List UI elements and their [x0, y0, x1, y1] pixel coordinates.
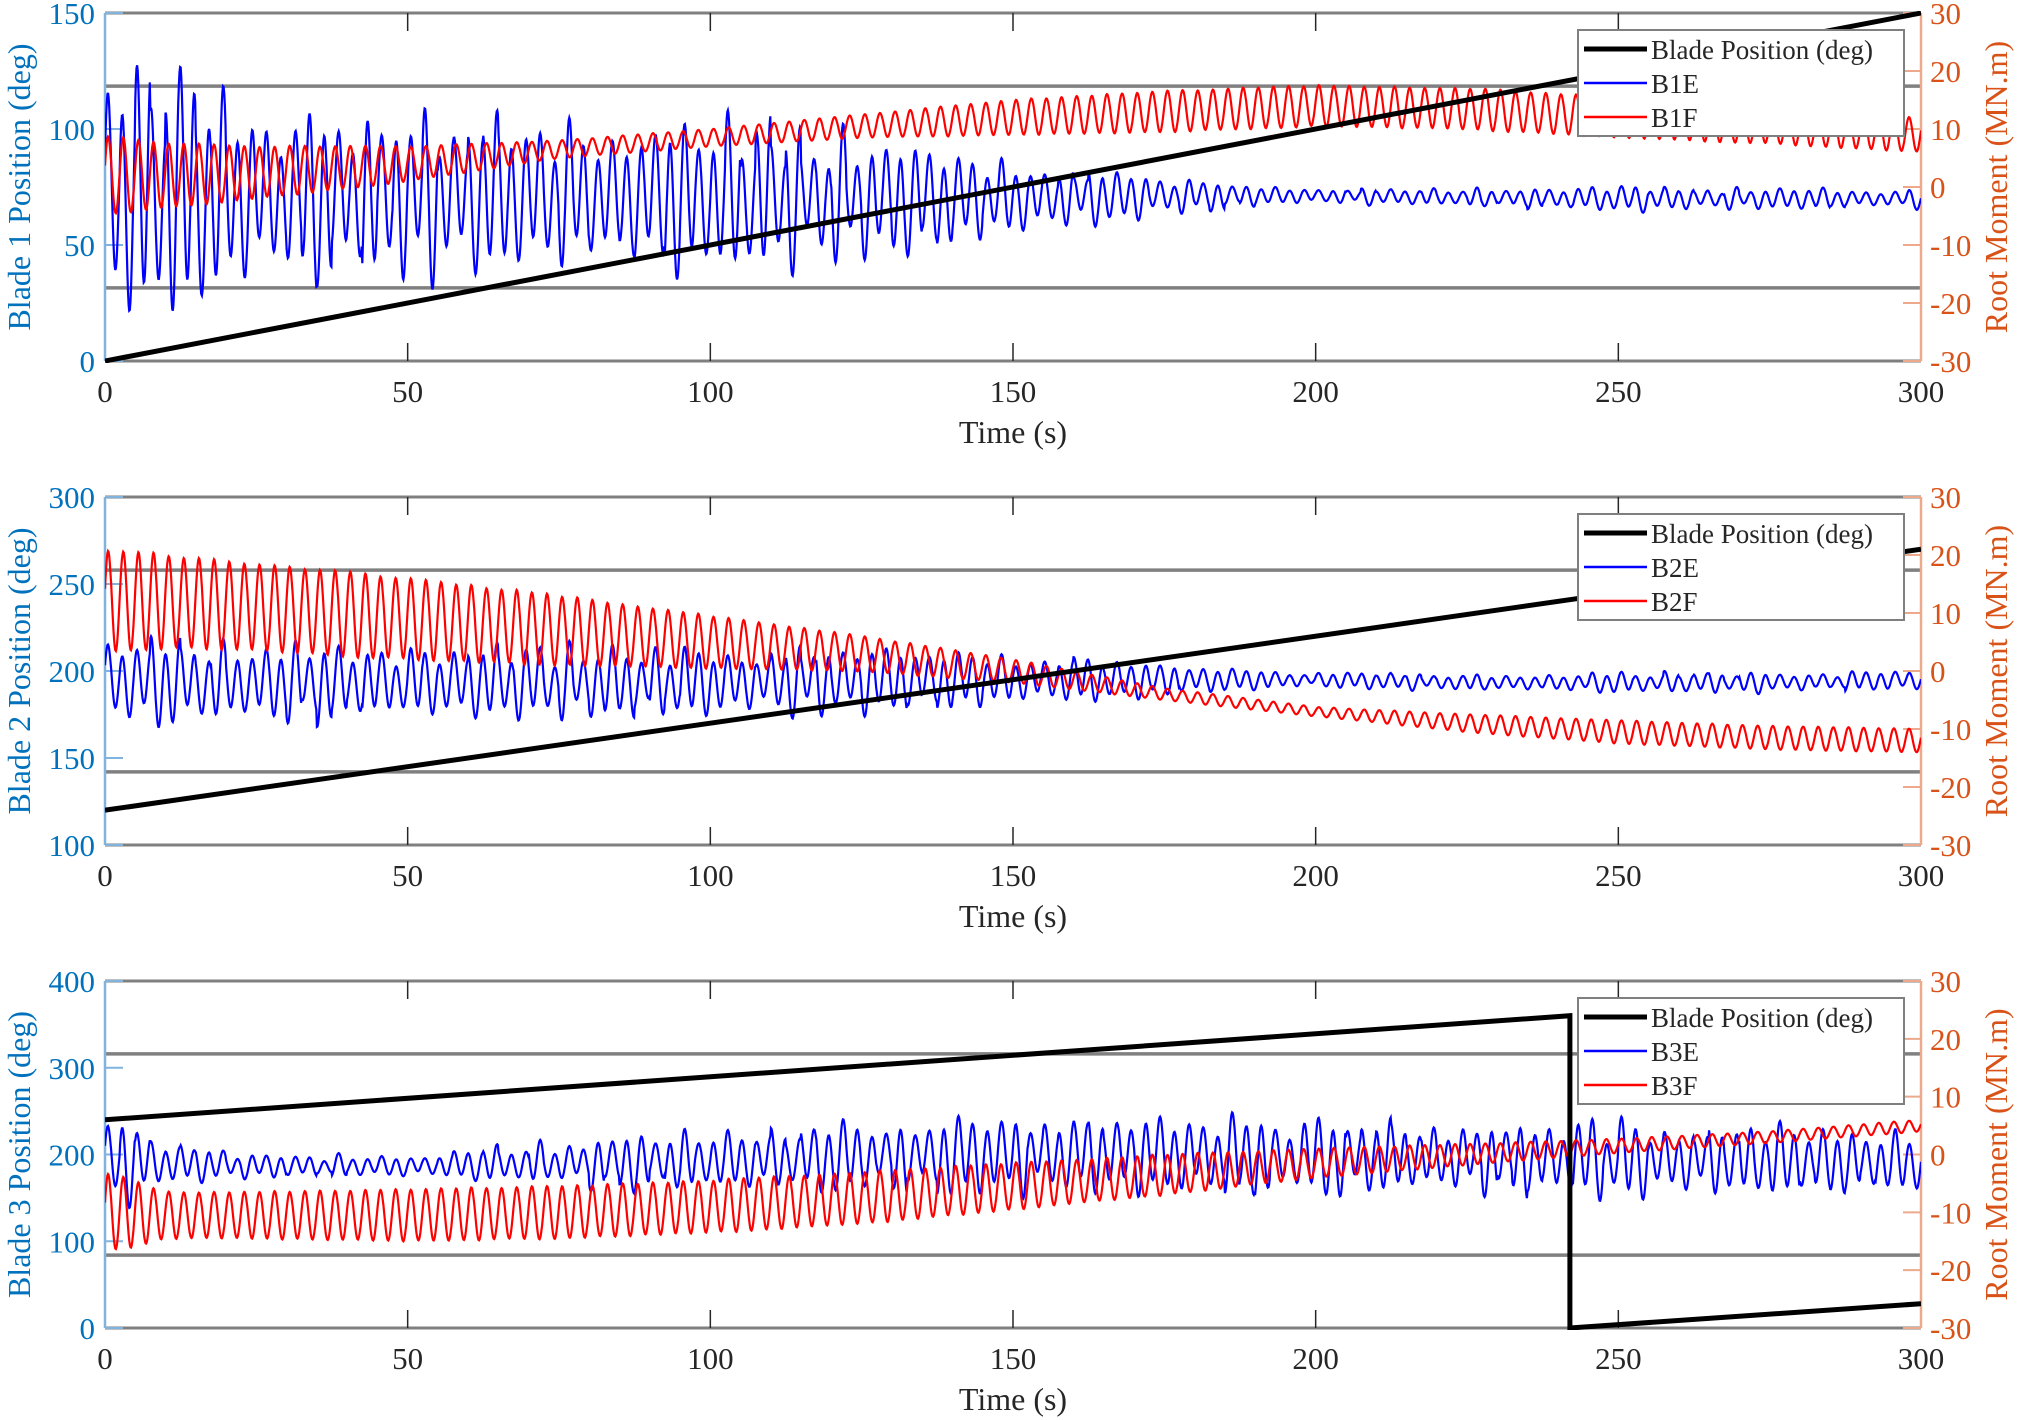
series-line-edge-moment [105, 633, 1921, 729]
x-tick-label: 200 [1292, 858, 1339, 893]
x-tick-label: 0 [97, 1341, 113, 1376]
x-tick-label: 150 [990, 858, 1037, 893]
legend-entry: Blade Position (deg) [1651, 35, 1873, 65]
x-tick-label: 50 [392, 1341, 423, 1376]
x-tick-label: 100 [687, 858, 734, 893]
x-tick-label: 50 [392, 374, 423, 409]
x-tick-label: 0 [97, 374, 113, 409]
right-y-tick-label: 0 [1930, 654, 1946, 689]
x-tick-label: 200 [1292, 1341, 1339, 1376]
right-y-tick-label: 10 [1930, 1080, 1961, 1115]
right-y-tick-label: -10 [1930, 1195, 1971, 1230]
right-y-tick-label: 10 [1930, 596, 1961, 631]
left-y-axis-label: Blade 3 Position (deg) [1, 1011, 37, 1298]
right-y-tick-label: -30 [1930, 344, 1971, 379]
x-axis-label: Time (s) [959, 898, 1067, 934]
legend-entry: Blade Position (deg) [1651, 1003, 1873, 1033]
series-group [105, 1013, 1921, 1330]
legend: Blade Position (deg) B2E B2F [1577, 513, 1905, 621]
series-line-edge-moment [105, 1110, 1921, 1210]
series-line-blade-position [105, 1013, 1921, 1330]
right-y-tick-label: 20 [1930, 538, 1961, 573]
x-tick-label: 250 [1595, 1341, 1642, 1376]
x-axis-label: Time (s) [959, 1381, 1067, 1417]
x-tick-label: 200 [1292, 374, 1339, 409]
legend-entry: Blade Position (deg) [1651, 519, 1873, 549]
x-tick-label: 300 [1898, 1341, 1945, 1376]
series-line-flap-moment [105, 1119, 1921, 1251]
left-y-tick-label: 100 [49, 1224, 96, 1259]
right-y-axis-label: Root Moment (MN.m) [1978, 1008, 2014, 1300]
legend-entry: B1E [1651, 69, 1699, 99]
right-y-tick-label: 30 [1930, 480, 1961, 515]
legend: Blade Position (deg) B1E B1F [1577, 29, 1905, 137]
x-tick-label: 150 [990, 1341, 1037, 1376]
right-y-tick-label: 30 [1930, 964, 1961, 999]
x-tick-label: 250 [1595, 858, 1642, 893]
legend-entry: B2F [1651, 587, 1698, 617]
left-y-tick-label: 200 [49, 1138, 96, 1173]
left-y-tick-label: 150 [49, 741, 96, 776]
left-y-axis-label: Blade 2 Position (deg) [1, 527, 37, 814]
right-y-tick-label: -10 [1930, 228, 1971, 263]
x-axis-label: Time (s) [959, 414, 1067, 450]
left-y-tick-label: 0 [80, 344, 96, 379]
left-y-tick-label: 150 [49, 0, 96, 31]
right-y-tick-label: -20 [1930, 1253, 1971, 1288]
left-y-tick-label: 400 [49, 964, 96, 999]
left-y-tick-label: 0 [80, 1311, 96, 1346]
legend-entry: B3F [1651, 1071, 1698, 1101]
right-y-tick-label: -30 [1930, 1311, 1971, 1346]
left-y-tick-label: 250 [49, 567, 96, 602]
left-y-tick-label: 300 [49, 480, 96, 515]
left-y-tick-label: 100 [49, 828, 96, 863]
legend-entry: B3E [1651, 1037, 1699, 1067]
right-y-tick-label: 10 [1930, 112, 1961, 147]
right-y-axis-label: Root Moment (MN.m) [1978, 525, 2014, 817]
left-y-axis-label: Blade 1 Position (deg) [1, 43, 37, 330]
right-y-tick-label: -30 [1930, 828, 1971, 863]
right-y-axis-label: Root Moment (MN.m) [1978, 41, 2014, 333]
series-line-edge-moment [105, 64, 1921, 314]
left-y-tick-label: 100 [49, 112, 96, 147]
left-y-tick-label: 300 [49, 1051, 96, 1086]
legend: Blade Position (deg) B3E B3F [1577, 997, 1905, 1105]
right-y-tick-label: -20 [1930, 286, 1971, 321]
x-tick-label: 50 [392, 858, 423, 893]
x-tick-label: 150 [990, 374, 1037, 409]
x-tick-label: 300 [1898, 374, 1945, 409]
right-y-tick-label: 20 [1930, 54, 1961, 89]
x-tick-label: 100 [687, 374, 734, 409]
x-tick-label: 100 [687, 1341, 734, 1376]
x-tick-label: 300 [1898, 858, 1945, 893]
left-y-tick-label: 200 [49, 654, 96, 689]
right-y-tick-label: -20 [1930, 770, 1971, 805]
right-y-tick-label: 20 [1930, 1022, 1961, 1057]
right-y-tick-label: 0 [1930, 170, 1946, 205]
legend-entry: B1F [1651, 103, 1698, 133]
right-y-tick-label: -10 [1930, 712, 1971, 747]
legend-entry: B2E [1651, 553, 1699, 583]
left-y-tick-label: 50 [64, 228, 95, 263]
series-line-flap-moment [105, 548, 1921, 754]
right-y-tick-label: 0 [1930, 1138, 1946, 1173]
right-y-tick-label: 30 [1930, 0, 1961, 31]
x-tick-label: 250 [1595, 374, 1642, 409]
x-tick-label: 0 [97, 858, 113, 893]
